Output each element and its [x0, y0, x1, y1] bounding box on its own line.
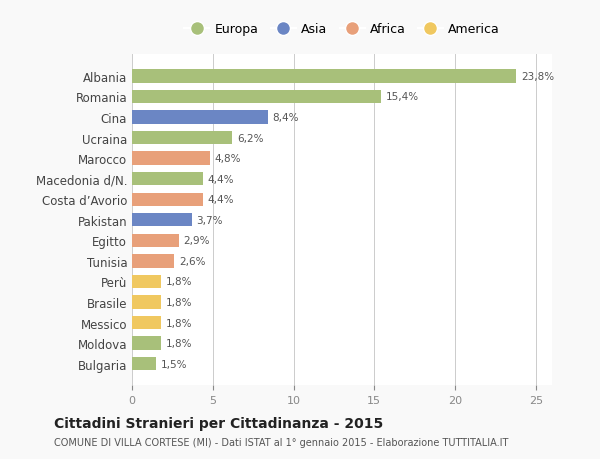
Text: 4,4%: 4,4%	[208, 174, 235, 185]
Bar	[132, 296, 161, 309]
Text: 4,4%: 4,4%	[208, 195, 235, 205]
Bar	[132, 316, 161, 330]
Text: 6,2%: 6,2%	[237, 133, 263, 143]
Bar	[132, 357, 156, 370]
Text: COMUNE DI VILLA CORTESE (MI) - Dati ISTAT al 1° gennaio 2015 - Elaborazione TUTT: COMUNE DI VILLA CORTESE (MI) - Dati ISTA…	[54, 437, 508, 447]
Bar	[132, 90, 381, 104]
Bar	[132, 255, 174, 268]
Text: 3,7%: 3,7%	[197, 215, 223, 225]
Text: 1,8%: 1,8%	[166, 297, 193, 308]
Legend: Europa, Asia, Africa, America: Europa, Asia, Africa, America	[179, 18, 505, 41]
Bar	[132, 275, 161, 289]
Text: 8,4%: 8,4%	[272, 113, 299, 123]
Bar	[132, 173, 203, 186]
Text: 1,8%: 1,8%	[166, 318, 193, 328]
Text: 15,4%: 15,4%	[386, 92, 419, 102]
Bar	[132, 337, 161, 350]
Text: 4,8%: 4,8%	[214, 154, 241, 164]
Text: 2,9%: 2,9%	[184, 236, 210, 246]
Bar	[132, 152, 209, 165]
Bar	[132, 193, 203, 207]
Text: 1,8%: 1,8%	[166, 338, 193, 348]
Bar	[132, 132, 232, 145]
Text: Cittadini Stranieri per Cittadinanza - 2015: Cittadini Stranieri per Cittadinanza - 2…	[54, 416, 383, 430]
Text: 23,8%: 23,8%	[521, 72, 554, 82]
Bar	[132, 234, 179, 247]
Bar	[132, 70, 517, 84]
Text: 1,8%: 1,8%	[166, 277, 193, 287]
Text: 2,6%: 2,6%	[179, 256, 205, 266]
Bar	[132, 213, 192, 227]
Text: 1,5%: 1,5%	[161, 359, 188, 369]
Bar	[132, 111, 268, 124]
